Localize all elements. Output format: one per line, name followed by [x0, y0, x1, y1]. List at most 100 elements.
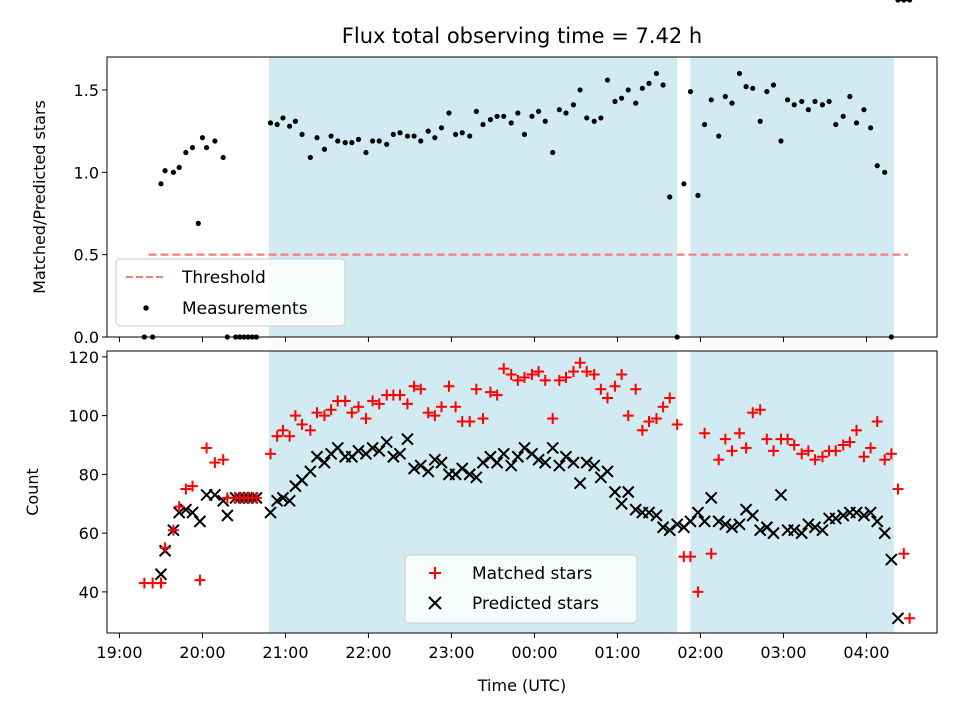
- predicted-star-point: [539, 456, 552, 469]
- measurement-point: [639, 85, 645, 91]
- matched-star-point: [622, 410, 634, 422]
- predicted-star-point: [193, 515, 207, 528]
- y-tick-label: 100: [68, 407, 99, 426]
- measurement-point: [716, 133, 722, 139]
- measurement-point: [563, 110, 569, 116]
- y-tick-label: 1.5: [74, 81, 99, 100]
- predicted-star-point: [650, 509, 663, 522]
- matched-star-point: [844, 436, 856, 448]
- matched-star-point: [373, 398, 385, 410]
- matched-star-point: [367, 395, 379, 407]
- legend-threshold-label: Threshold: [181, 268, 266, 288]
- matched-star-point: [346, 407, 358, 419]
- measurement-point: [743, 84, 749, 90]
- matched-star-point: [616, 369, 628, 380]
- measurement-point: [660, 82, 666, 88]
- measurement-point: [199, 135, 206, 141]
- measurement-point: [799, 98, 805, 105]
- matched-star-point: [547, 413, 559, 425]
- matched-star-point: [464, 416, 476, 427]
- measurement-point: [521, 131, 528, 138]
- ratio-y-axis: 0.0 0.5 1.0 1.5: [74, 81, 107, 347]
- x-tick-label: 03:00: [760, 643, 806, 662]
- predicted-star-point: [559, 450, 573, 463]
- x-tick-label: 20:00: [179, 643, 225, 662]
- matched-star-point: [526, 369, 538, 380]
- x-tick-label: 02:00: [677, 643, 723, 662]
- predicted-star-point: [891, 612, 905, 625]
- predicted-star-point: [774, 488, 788, 502]
- ratio-legend-box: [115, 258, 346, 327]
- measurement-point: [556, 107, 562, 113]
- measurement-point: [612, 98, 618, 105]
- matched-star-point: [553, 374, 565, 386]
- matched-star-point: [699, 427, 711, 439]
- matched-star-point: [277, 424, 289, 436]
- matched-star-point: [318, 410, 330, 422]
- measurement-point: [384, 141, 390, 147]
- x-tick-label: 21:00: [262, 643, 308, 662]
- count-legend: Matched stars Predicted stars: [404, 554, 638, 624]
- predicted-star-point: [387, 450, 400, 463]
- matched-star-point: [539, 374, 551, 386]
- predicted-star-point: [691, 506, 705, 519]
- count-y-axis: 40 60 80 100 120: [68, 348, 107, 602]
- matched-star-point: [435, 401, 447, 413]
- matched-star-point: [837, 439, 849, 451]
- measurement-point: [355, 136, 362, 142]
- matched-star-point: [782, 433, 794, 445]
- measurement-point: [267, 120, 274, 126]
- measurement-point: [874, 163, 880, 169]
- matched-star-point: [201, 442, 213, 454]
- y-tick-label: 1.0: [74, 163, 99, 182]
- ratio-plot-frame: [106, 56, 938, 338]
- matched-star-point: [630, 383, 642, 395]
- matched-star-point: [173, 501, 185, 513]
- predicted-star-point: [393, 447, 407, 461]
- matched-star-point: [567, 366, 579, 378]
- matched-star-point: [830, 445, 842, 457]
- matched-star-point: [296, 418, 308, 430]
- legend-matched-label: Matched stars: [472, 564, 592, 584]
- measurement-point: [299, 131, 305, 138]
- measurement-point: [432, 135, 438, 141]
- matched-star-point: [650, 413, 662, 425]
- matched-star-point: [733, 427, 745, 439]
- measurement-point: [287, 123, 293, 129]
- y-tick-label: 0.5: [74, 246, 99, 265]
- matched-star-point: [802, 445, 814, 457]
- measurement-point: [487, 116, 494, 123]
- legend-matched-marker: [429, 567, 441, 579]
- matched-star-point: [271, 430, 283, 442]
- measurement-point: [805, 107, 811, 113]
- measurement-point: [736, 70, 743, 77]
- matched-star-point: [726, 445, 738, 457]
- matched-star-point: [898, 548, 910, 560]
- y-tick-label: 120: [68, 348, 99, 367]
- measurement-point: [176, 164, 182, 170]
- measurement-point: [577, 87, 583, 93]
- measurement-point: [861, 107, 867, 113]
- matched-star-point: [360, 413, 372, 425]
- matched-star-point: [796, 448, 808, 460]
- measurement-point: [646, 80, 652, 86]
- measurement-point: [598, 115, 604, 121]
- measurement-point: [826, 98, 832, 105]
- measurement-point: [653, 70, 660, 77]
- measurement-point: [882, 169, 888, 175]
- matched-star-point: [470, 383, 482, 395]
- measurement-point: [570, 102, 577, 108]
- measurement-point: [840, 113, 846, 119]
- legend-measurement-marker: [143, 305, 149, 311]
- matched-star-point: [692, 586, 704, 598]
- predicted-star-point: [705, 491, 718, 505]
- predicted-star-point: [622, 485, 635, 499]
- predicted-star-point: [816, 523, 829, 537]
- matched-star-point: [904, 612, 916, 624]
- predicted-star-point: [380, 435, 393, 449]
- matched-star-point: [816, 451, 828, 463]
- predicted-star-point: [656, 521, 670, 534]
- matched-star-point: [518, 371, 530, 383]
- predicted-star-point: [546, 441, 559, 455]
- predicted-star-point: [864, 506, 877, 519]
